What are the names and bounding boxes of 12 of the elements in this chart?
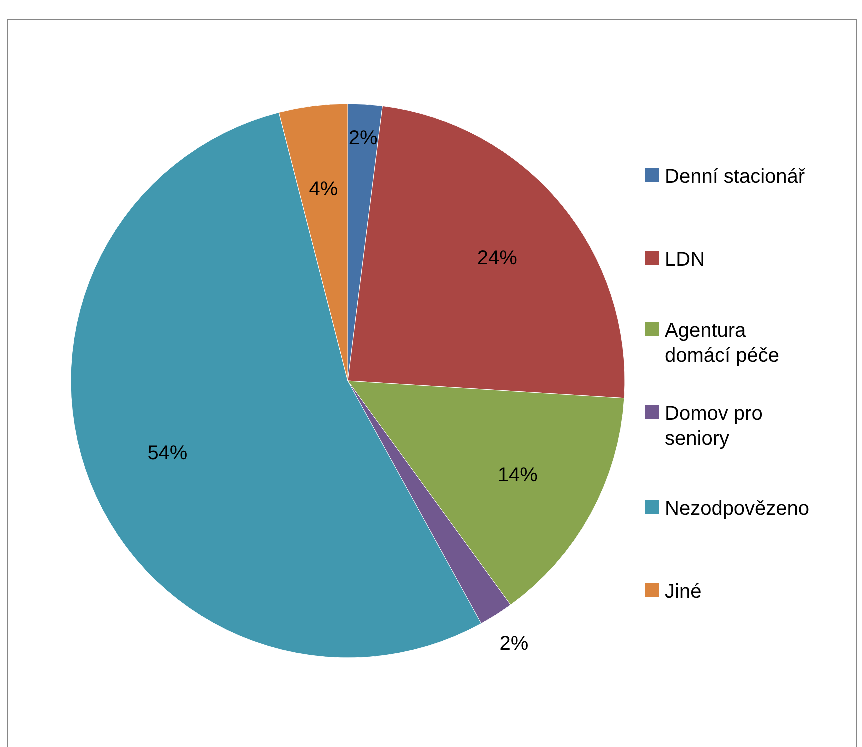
legend-label: Denní stacionář bbox=[665, 166, 806, 188]
legend-label: Domov pro seniory bbox=[665, 403, 763, 450]
data-label: 54% bbox=[148, 442, 188, 464]
data-label: 4% bbox=[309, 178, 338, 201]
legend-label: Agentura domácí péče bbox=[665, 320, 780, 367]
legend-label: Nezodpovězeno bbox=[665, 498, 810, 520]
legend-label: LDN bbox=[665, 249, 706, 271]
legend-label: Jiné bbox=[665, 581, 702, 603]
data-label: 2% bbox=[348, 128, 378, 150]
data-label: 24% bbox=[477, 247, 518, 270]
data-label: 14% bbox=[498, 464, 538, 486]
data-label: 2% bbox=[500, 632, 529, 655]
